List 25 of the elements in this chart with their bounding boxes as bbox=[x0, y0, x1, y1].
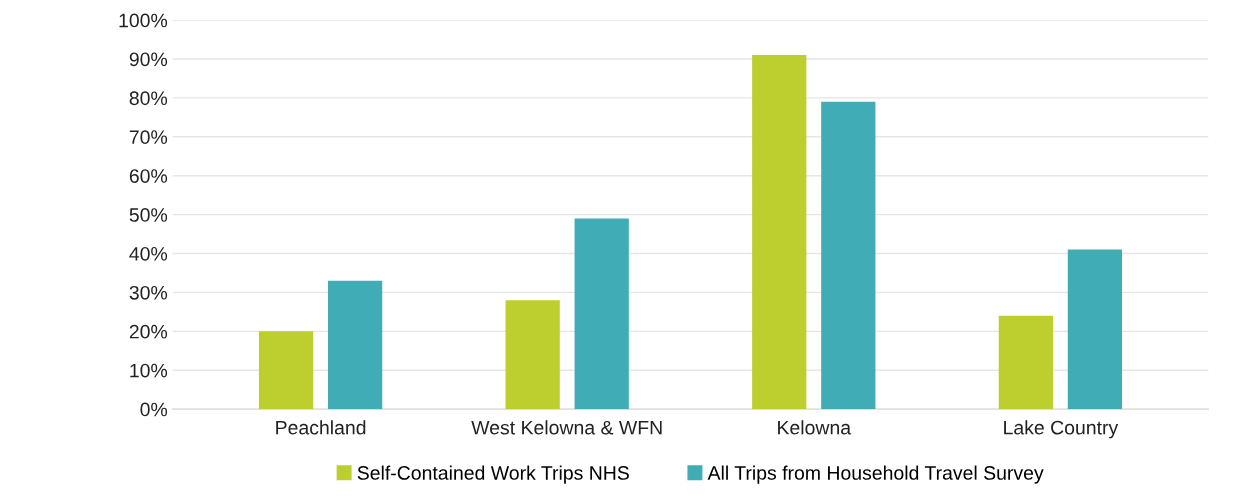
x-tick-label: Peachland bbox=[276, 420, 366, 435]
y-tick-label: 40% bbox=[129, 246, 168, 261]
y-tick-label: 100% bbox=[119, 13, 168, 28]
y-tick-label: 30% bbox=[129, 285, 168, 300]
bar bbox=[574, 218, 629, 410]
y-tick-label: 50% bbox=[129, 208, 168, 222]
bar bbox=[821, 101, 876, 410]
legend-label: Self-Contained Work Trips NHS bbox=[357, 465, 629, 484]
x-tick-label: West Kelowna & WFN bbox=[471, 420, 662, 435]
bar bbox=[258, 331, 314, 410]
bar bbox=[998, 315, 1053, 410]
x-tick-label: Lake Country bbox=[1004, 420, 1119, 439]
bar bbox=[327, 280, 383, 410]
bar bbox=[505, 300, 560, 410]
y-tick-label: 20% bbox=[129, 324, 168, 339]
bar bbox=[1067, 249, 1123, 410]
y-tick-label: 90% bbox=[129, 52, 168, 67]
x-tick-label: Kelowna bbox=[778, 420, 852, 435]
legend-label: All Trips from Household Travel Survey bbox=[707, 465, 1044, 484]
y-tick-label: 70% bbox=[129, 130, 168, 145]
y-tick-label: 60% bbox=[129, 169, 168, 183]
bar bbox=[752, 55, 807, 410]
y-tick-label: 10% bbox=[130, 363, 168, 378]
y-tick-label: 0% bbox=[140, 402, 168, 417]
y-tick-label: 80% bbox=[129, 91, 168, 106]
